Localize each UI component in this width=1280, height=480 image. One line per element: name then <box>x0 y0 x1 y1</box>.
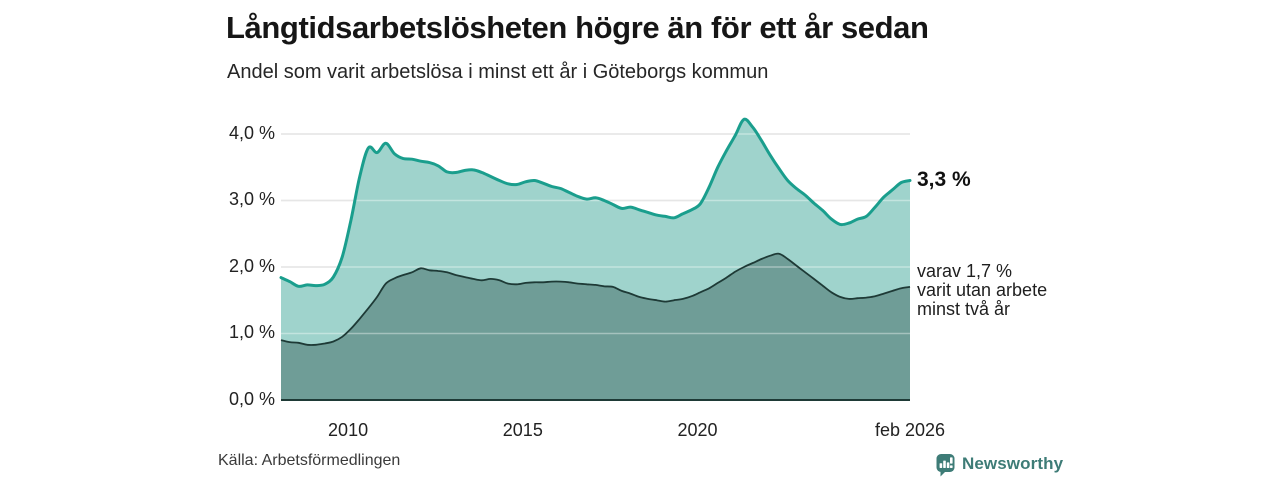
newsworthy-logo-icon <box>936 454 955 477</box>
newsworthy-logo-text: Newsworthy <box>962 454 1064 473</box>
chart-subtitle: Andel som varit arbetslösa i minst ett å… <box>227 61 769 83</box>
total-line <box>279 117 912 288</box>
y-tick-label: 1,0 % <box>228 322 275 343</box>
two-year-area <box>281 253 910 400</box>
source-note: Källa: Arbetsförmedlingen <box>218 452 401 469</box>
x-tick-label: 2010 <box>328 420 369 440</box>
y-tick-label: 4,0 % <box>228 122 275 143</box>
two-year-annotation-line1: varav 1,7 % <box>917 261 1013 281</box>
total-end-value-label: 3,3 % <box>917 168 971 191</box>
x-tick-label: 2020 <box>677 420 718 440</box>
x-tick-label: 2015 <box>502 420 543 440</box>
newsworthy-logo: Newsworthy <box>936 453 1063 477</box>
y-tick-label: 0,0 % <box>228 389 275 409</box>
x-tick-label: feb 2026 <box>874 420 946 440</box>
chart-title: Långtidsarbetslösheten högre än för ett … <box>226 10 929 45</box>
two-year-annotation: varav 1,7 % varit utan arbete minst två … <box>917 262 1047 319</box>
two-year-annotation-line2: varit utan arbete <box>917 280 1048 300</box>
two-year-annotation-line3: minst två år <box>917 299 1011 319</box>
y-tick-label: 3,0 % <box>228 189 275 210</box>
y-tick-label: 2,0 % <box>228 255 275 276</box>
two-year-line <box>280 252 911 346</box>
